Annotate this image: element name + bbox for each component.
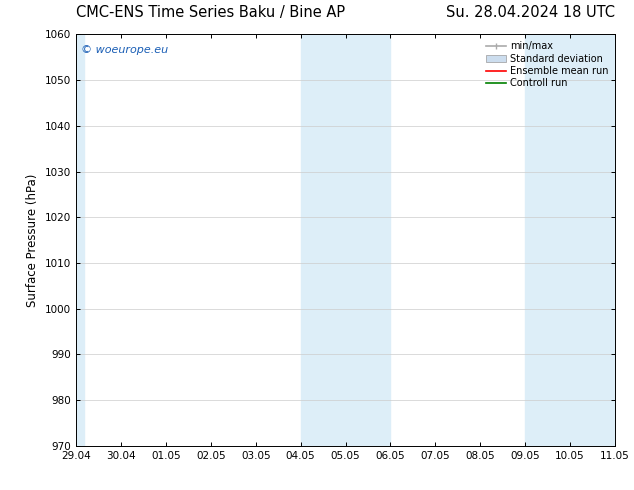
Bar [76,34,84,446]
Legend: min/max, Standard deviation, Ensemble mean run, Controll run: min/max, Standard deviation, Ensemble me… [484,39,610,90]
Bar [301,34,391,446]
Text: © woeurope.eu: © woeurope.eu [81,45,169,54]
Text: CMC-ENS Time Series Baku / Bine AP: CMC-ENS Time Series Baku / Bine AP [76,5,345,20]
Text: Su. 28.04.2024 18 UTC: Su. 28.04.2024 18 UTC [446,5,615,20]
Bar [525,34,615,446]
Y-axis label: Surface Pressure (hPa): Surface Pressure (hPa) [27,173,39,307]
